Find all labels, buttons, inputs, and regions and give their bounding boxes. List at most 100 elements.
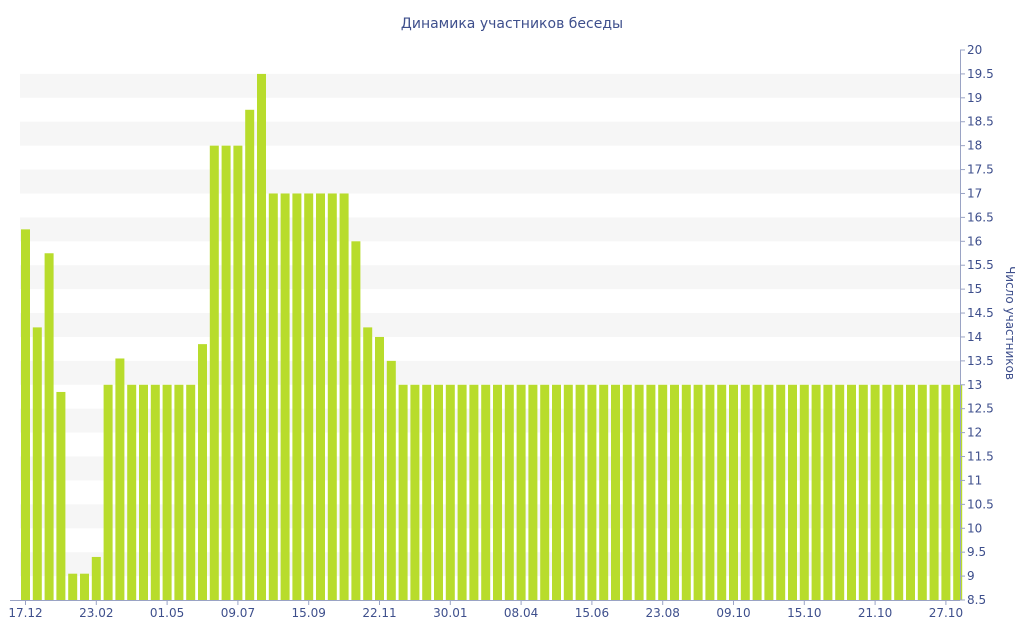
- bar: [611, 384, 620, 600]
- bar: [316, 193, 325, 600]
- x-tick-label: 09.07: [221, 606, 255, 620]
- bar: [327, 193, 337, 600]
- bar: [422, 384, 432, 600]
- bar: [752, 384, 762, 600]
- bar: [174, 384, 184, 600]
- y-tick-label: 11: [967, 473, 982, 487]
- grid-band: [20, 313, 960, 337]
- x-tick-label: 30.01: [433, 606, 467, 620]
- bar: [646, 384, 656, 600]
- bar: [941, 384, 951, 600]
- x-tick-label: 17.12: [8, 606, 42, 620]
- x-tick-label: 27.10: [929, 606, 963, 620]
- bar: [622, 384, 632, 600]
- y-tick-label: 9.5: [967, 545, 986, 559]
- bar: [540, 384, 550, 600]
- bar: [788, 384, 797, 600]
- bar: [386, 360, 396, 600]
- bar: [858, 384, 868, 600]
- y-tick-label: 16.5: [967, 210, 994, 224]
- bar: [929, 384, 939, 600]
- y-tick-label: 15: [967, 282, 982, 296]
- bar: [847, 384, 856, 600]
- bar: [917, 384, 927, 600]
- y-tick-label: 10: [967, 521, 982, 535]
- grid-band: [20, 73, 960, 98]
- bar: [670, 384, 679, 600]
- x-tick-label: 21.10: [858, 606, 892, 620]
- y-tick-label: 15.5: [967, 258, 994, 272]
- bar: [811, 384, 821, 600]
- bar: [729, 384, 738, 600]
- bar: [658, 384, 668, 600]
- bar: [705, 384, 715, 600]
- y-tick-label: 8.5: [967, 593, 986, 607]
- bar: [882, 384, 892, 600]
- y-tick-label: 9: [967, 569, 975, 583]
- bar: [115, 358, 125, 600]
- bars: [21, 73, 963, 601]
- y-tick-label: 12.5: [967, 402, 994, 416]
- y-tick-label: 13.5: [967, 354, 994, 368]
- bar: [835, 384, 845, 600]
- bar: [953, 384, 963, 600]
- grid-band: [20, 265, 960, 290]
- bar: [575, 384, 585, 600]
- x-tick-label: 15.06: [575, 606, 609, 620]
- x-tick-label: 23.08: [646, 606, 680, 620]
- bar: [528, 384, 538, 600]
- bar: [434, 384, 443, 600]
- bar: [339, 193, 349, 600]
- bar: [445, 384, 455, 600]
- y-ticks: 8.5 9 9.5 10 10.5 11 11.5 12 12.5 13 13.5 14 14.5 15 1…: [960, 43, 994, 607]
- bar: [481, 384, 491, 600]
- bar: [280, 193, 290, 600]
- x-tick-label: 01.05: [150, 606, 184, 620]
- bar: [906, 384, 915, 600]
- y-tick-label: 19: [967, 91, 982, 105]
- bar: [681, 384, 691, 600]
- bar: [375, 336, 384, 600]
- bar: [304, 193, 314, 600]
- bar: [268, 193, 278, 600]
- bar: [516, 384, 526, 600]
- bar: [150, 384, 160, 600]
- bar: [717, 384, 727, 600]
- bar: [363, 327, 373, 600]
- y-tick-label: 11.5: [967, 450, 994, 464]
- grid-band: [20, 121, 960, 146]
- bar: [56, 391, 66, 600]
- bar: [740, 384, 750, 600]
- x-tick-label: 09.10: [716, 606, 750, 620]
- y-axis-label: Число участников: [1003, 266, 1017, 380]
- bar: [634, 384, 644, 600]
- bar: [587, 384, 597, 600]
- x-ticks: 17.12 23.02 01.05 09.07 15.09 22.11 30.01 08.04…: [8, 600, 963, 620]
- bar: [91, 556, 101, 600]
- bar: [563, 384, 573, 600]
- y-tick-label: 14: [967, 330, 982, 344]
- bar: [764, 384, 774, 600]
- bar: [209, 145, 219, 601]
- bar: [823, 384, 833, 600]
- bar: [894, 384, 904, 600]
- bar: [469, 384, 479, 600]
- bar: [870, 384, 880, 600]
- y-tick-label: 18: [967, 139, 982, 153]
- bar: [198, 344, 207, 600]
- bar: [457, 384, 467, 600]
- y-tick-label: 17.5: [967, 163, 994, 177]
- bar: [693, 384, 703, 600]
- bar: [186, 384, 196, 600]
- bar: [351, 241, 361, 600]
- bar: [493, 384, 502, 600]
- grid-band: [20, 360, 960, 385]
- bar: [245, 109, 255, 601]
- grid-band: [20, 217, 960, 242]
- y-tick-label: 17: [967, 186, 982, 200]
- bar: [32, 327, 42, 600]
- bar: [599, 384, 609, 600]
- bar: [552, 384, 561, 600]
- bar: [103, 384, 113, 600]
- bar: [127, 384, 137, 600]
